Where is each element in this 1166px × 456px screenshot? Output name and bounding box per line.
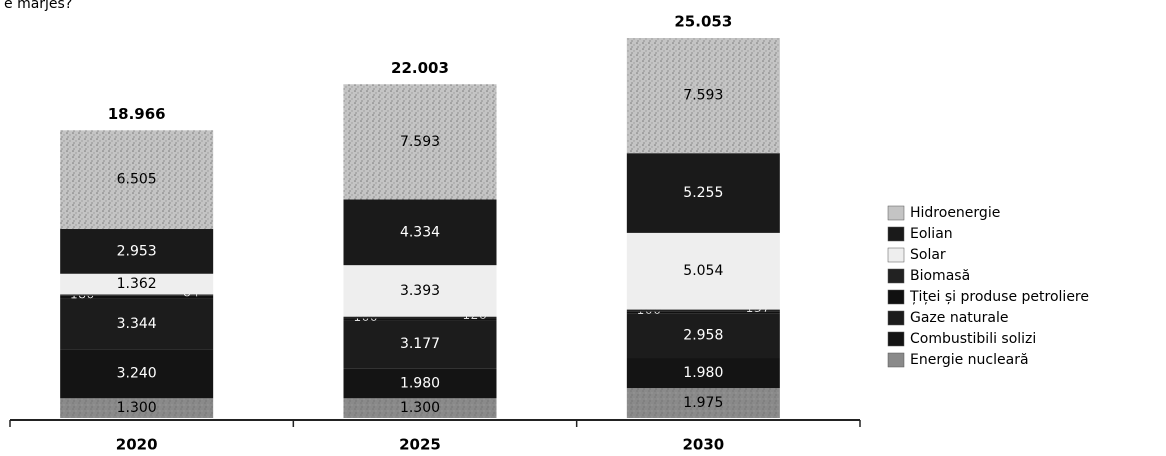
bar-segment: [626, 309, 780, 312]
bar-segment: [626, 313, 780, 359]
bar-segment: [626, 232, 780, 310]
bar-segment: [60, 228, 214, 274]
bar-segment: [60, 273, 214, 295]
bar-segment: [343, 318, 497, 321]
value-label: 5.255: [683, 185, 723, 201]
value-label: 2.953: [117, 243, 157, 259]
bar-segment: [60, 298, 214, 350]
value-label: 7.593: [400, 134, 440, 150]
value-label: 1.300: [400, 400, 440, 416]
x-tick-label: 2030: [682, 436, 724, 454]
legend-label: Gaze naturale: [910, 310, 1009, 326]
bar-texture: [343, 84, 497, 200]
legend-label: Biomasă: [910, 268, 970, 284]
value-label: 4.334: [400, 224, 440, 240]
value-label: 6.505: [117, 172, 157, 188]
value-label: 3.344: [117, 316, 157, 332]
chart-title: e marjes?: [4, 0, 72, 12]
value-label: 1.300: [117, 400, 157, 416]
value-label: 3.240: [117, 366, 157, 382]
bar-segment: [343, 320, 497, 369]
value-label: 1.980: [683, 365, 723, 381]
legend-swatch: [887, 289, 905, 305]
bar-segment: [626, 153, 780, 233]
total-label: 18.966: [108, 105, 166, 123]
bar-segment: [343, 316, 497, 319]
legend-label: Hidroenergie: [910, 205, 1000, 221]
bar-texture: [60, 398, 214, 418]
value-label: 5.054: [683, 263, 723, 279]
legend-label: Solar: [910, 247, 946, 263]
legend-label: Eolian: [910, 226, 953, 242]
legend-swatch: [887, 310, 905, 326]
total-label: 22.003: [391, 59, 449, 77]
bar-texture: [626, 388, 780, 418]
legend-swatch: [887, 352, 905, 368]
value-label: 1.975: [683, 395, 723, 411]
total-label: 25.053: [674, 13, 732, 31]
legend-swatch: [887, 331, 905, 347]
value-label: 1.980: [400, 375, 440, 391]
value-label: 7.593: [683, 88, 723, 104]
legend-label: Țiței și produse petroliere: [909, 289, 1089, 305]
bar-segment: [343, 265, 497, 317]
bar-segment: [343, 368, 497, 399]
x-tick-label: 2025: [399, 436, 441, 454]
bar-segment: [60, 294, 214, 296]
legend-swatch: [887, 205, 905, 221]
value-label: 3.393: [400, 283, 440, 299]
bar-texture: [626, 38, 780, 154]
bar-segment: [626, 311, 780, 314]
legend-swatch: [887, 226, 905, 242]
value-label: 1.362: [117, 276, 157, 292]
value-label: 2.958: [683, 328, 723, 344]
bar-segment: [60, 295, 214, 299]
bar-segment: [343, 199, 497, 266]
bar-segment: [60, 349, 214, 399]
bar-texture: [343, 398, 497, 418]
legend-label: Combustibili solizi: [910, 331, 1036, 347]
legend-swatch: [887, 247, 905, 263]
legend-swatch: [887, 268, 905, 284]
bar-texture: [60, 130, 214, 229]
x-tick-label: 2020: [116, 436, 158, 454]
value-label: 3.177: [400, 336, 440, 352]
legend-label: Energie nucleară: [910, 352, 1029, 368]
bar-segment: [626, 358, 780, 389]
